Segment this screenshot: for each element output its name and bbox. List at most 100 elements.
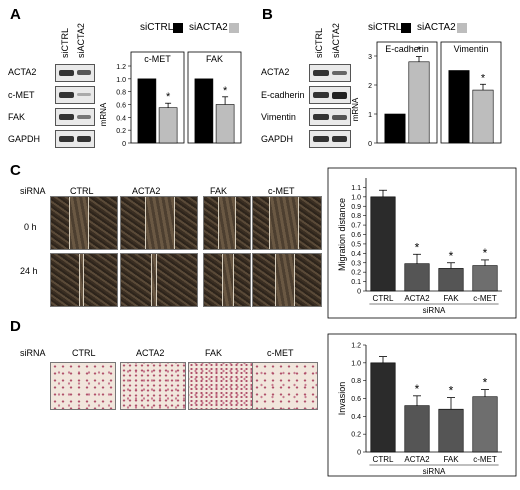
y-tick-label: 0.3	[351, 260, 361, 267]
y-tick-label: 0.6	[351, 232, 361, 239]
bar	[404, 405, 430, 453]
y-tick-label: 0.2	[351, 270, 361, 277]
bar	[408, 61, 430, 144]
legend-label: siACTA2	[189, 22, 228, 33]
bar	[438, 268, 464, 292]
y-tick-label: 0.9	[351, 204, 361, 211]
wound-healing-micrograph	[50, 196, 118, 250]
western-blot-strip	[309, 64, 351, 82]
plot-frame	[187, 51, 242, 144]
chart-title: FAK	[206, 54, 223, 64]
y-tick-label: 0.2	[116, 128, 126, 135]
chart-title: E-cadherin	[385, 44, 429, 54]
bar	[384, 113, 406, 144]
y-tick-label: 0.2	[351, 432, 361, 439]
plot-frame	[130, 51, 185, 144]
bar	[472, 89, 494, 144]
panel-label-a: A	[10, 6, 21, 23]
y-tick-label: 0.8	[351, 378, 361, 385]
legend-swatch	[173, 23, 183, 33]
row-label: 24 h	[20, 266, 38, 276]
bar	[404, 263, 430, 292]
y-tick-label: 2	[368, 83, 372, 90]
blot-label: E-cadherin	[261, 90, 305, 100]
significance-star: *	[481, 72, 486, 84]
wound-healing-micrograph	[203, 196, 251, 250]
panel-label-d: D	[10, 318, 21, 335]
y-tick-label: 0.7	[351, 223, 361, 230]
y-tick-label: 0.8	[116, 90, 126, 97]
significance-star: *	[417, 45, 422, 57]
y-tick-label: 0.4	[351, 414, 361, 421]
column-label: ACTA2	[136, 348, 165, 358]
column-label: c-MET	[268, 186, 295, 196]
western-blot-strip	[309, 108, 351, 126]
bar	[370, 362, 396, 453]
y-axis-label: Invasion	[337, 382, 347, 416]
y-tick-label: 0	[368, 141, 372, 148]
western-blot-strip	[55, 130, 95, 148]
significance-star: *	[449, 249, 454, 263]
x-tick-label: FAK	[443, 455, 459, 464]
plot-frame	[327, 167, 517, 319]
column-label: CTRL	[70, 186, 94, 196]
panel-label-b: B	[262, 6, 273, 23]
bar	[158, 107, 178, 144]
blot-label: GAPDH	[261, 134, 294, 144]
y-tick-label: 0.4	[351, 251, 361, 258]
lane-label: siACTA2	[331, 23, 341, 58]
column-label: c-MET	[267, 348, 294, 358]
x-tick-label: c-MET	[473, 294, 497, 303]
column-label: FAK	[210, 186, 228, 196]
legend-swatch	[401, 23, 411, 33]
blot-label: c-MET	[8, 90, 35, 100]
chart-title: c-MET	[144, 54, 171, 64]
bar	[194, 78, 214, 144]
lane-label: siCTRL	[314, 27, 324, 58]
panel-label-c: C	[10, 162, 21, 179]
wound-healing-micrograph	[252, 196, 322, 250]
column-label: FAK	[205, 348, 223, 358]
x-tick-label: CTRL	[373, 294, 394, 303]
western-blot-strip	[309, 130, 351, 148]
bar	[370, 196, 396, 292]
significance-star: *	[415, 240, 420, 254]
y-axis-label: mRNA	[351, 97, 360, 121]
western-blot-strip	[55, 86, 95, 104]
blot-label: Vimentin	[261, 112, 296, 122]
column-label: CTRL	[72, 348, 96, 358]
y-tick-label: 0.6	[116, 103, 126, 110]
y-tick-label: 0	[122, 141, 126, 148]
y-axis-label: Migration distance	[337, 198, 347, 271]
bar	[438, 408, 464, 453]
x-tick-label: CTRL	[373, 455, 394, 464]
invasion-micrograph	[120, 362, 186, 410]
chart-title: Vimentin	[454, 44, 489, 54]
sirna-label: siRNA	[20, 348, 46, 358]
legend-swatch	[457, 23, 467, 33]
y-tick-label: 0.4	[116, 115, 126, 122]
western-blot-strip	[309, 86, 351, 104]
western-blot-strip	[55, 64, 95, 82]
blot-label: ACTA2	[261, 67, 290, 77]
invasion-micrograph	[188, 362, 254, 410]
invasion-micrograph	[50, 362, 116, 410]
x-tick-label: ACTA2	[404, 455, 430, 464]
x-tick-label: FAK	[443, 294, 459, 303]
wound-healing-micrograph	[50, 253, 118, 307]
y-tick-label: 3	[368, 54, 372, 61]
significance-star: *	[483, 246, 488, 260]
y-tick-label: 0	[357, 289, 361, 296]
x-axis-label: siRNA	[423, 467, 446, 476]
wound-healing-micrograph	[120, 253, 198, 307]
y-tick-label: 0.6	[351, 396, 361, 403]
significance-star: *	[223, 85, 228, 97]
x-tick-label: ACTA2	[404, 294, 430, 303]
legend-swatch	[229, 23, 239, 33]
y-tick-label: 1.2	[351, 343, 361, 350]
legend-label: siCTRL	[140, 22, 174, 33]
y-tick-label: 0	[357, 450, 361, 457]
plot-frame	[440, 41, 502, 144]
y-tick-label: 1.0	[116, 77, 126, 84]
legend-label: siACTA2	[417, 22, 456, 33]
